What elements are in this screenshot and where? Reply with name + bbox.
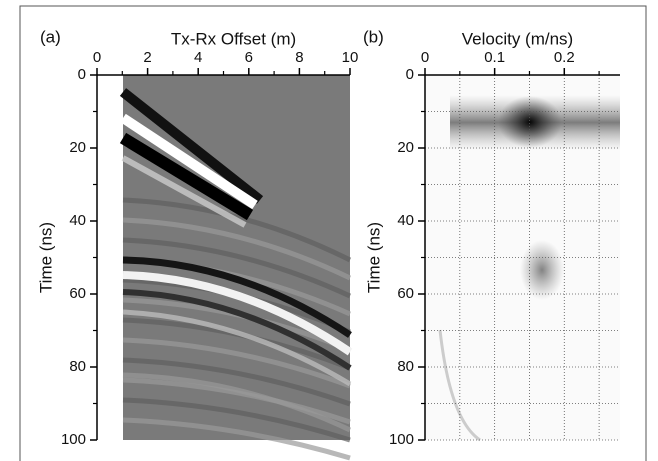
waveform xyxy=(122,256,352,338)
y-tick-label: 60 xyxy=(69,285,86,302)
semblance-peak xyxy=(520,240,564,300)
x-axis-title: Velocity (m/ns) xyxy=(462,29,573,48)
y-tick-label: 40 xyxy=(69,212,86,229)
waveform xyxy=(120,113,258,210)
waveform xyxy=(122,372,352,433)
waveform xyxy=(122,357,351,407)
semblance-curve xyxy=(438,329,481,442)
waveform xyxy=(122,337,351,389)
x-axis-title: Tx-Rx Offset (m) xyxy=(171,29,296,48)
panel-label: (b) xyxy=(363,27,384,46)
waveform xyxy=(122,237,352,299)
x-tick-label: 4 xyxy=(194,49,202,66)
waveform xyxy=(122,197,352,263)
panel-label: (a) xyxy=(40,27,61,46)
figure-frame xyxy=(19,5,647,461)
waveform xyxy=(119,132,254,221)
x-tick-label: 8 xyxy=(295,49,303,66)
y-tick-label: 20 xyxy=(397,139,414,156)
x-tick-label: 0 xyxy=(421,49,429,66)
waveform xyxy=(122,217,352,281)
y-tick-label: 60 xyxy=(397,285,414,302)
waveform xyxy=(122,397,351,443)
y-tick-label: 40 xyxy=(397,212,414,229)
waveform xyxy=(121,155,247,228)
waveform xyxy=(122,289,352,371)
waveform xyxy=(122,309,352,387)
semblance-peak xyxy=(498,96,562,148)
x-tick-label: 2 xyxy=(143,49,151,66)
waveform xyxy=(122,271,353,356)
y-tick-label: 80 xyxy=(397,358,414,375)
x-tick-label: 0.1 xyxy=(484,49,505,66)
y-tick-label: 20 xyxy=(69,139,86,156)
y-tick-label: 100 xyxy=(61,431,86,448)
y-axis-title: Time (ns) xyxy=(36,222,55,293)
waveform xyxy=(122,417,351,461)
x-tick-label: 6 xyxy=(245,49,253,66)
y-tick-label: 80 xyxy=(69,358,86,375)
x-tick-label: 0.2 xyxy=(554,49,575,66)
waveform xyxy=(122,377,351,425)
y-tick-label: 100 xyxy=(389,431,414,448)
y-axis-title: Time (ns) xyxy=(364,222,383,293)
x-tick-label: 0 xyxy=(93,49,101,66)
waveform xyxy=(119,88,264,204)
panel xyxy=(119,75,353,461)
y-tick-label: 0 xyxy=(406,66,414,83)
x-tick-label: 10 xyxy=(342,49,359,66)
y-tick-label: 0 xyxy=(78,66,86,83)
